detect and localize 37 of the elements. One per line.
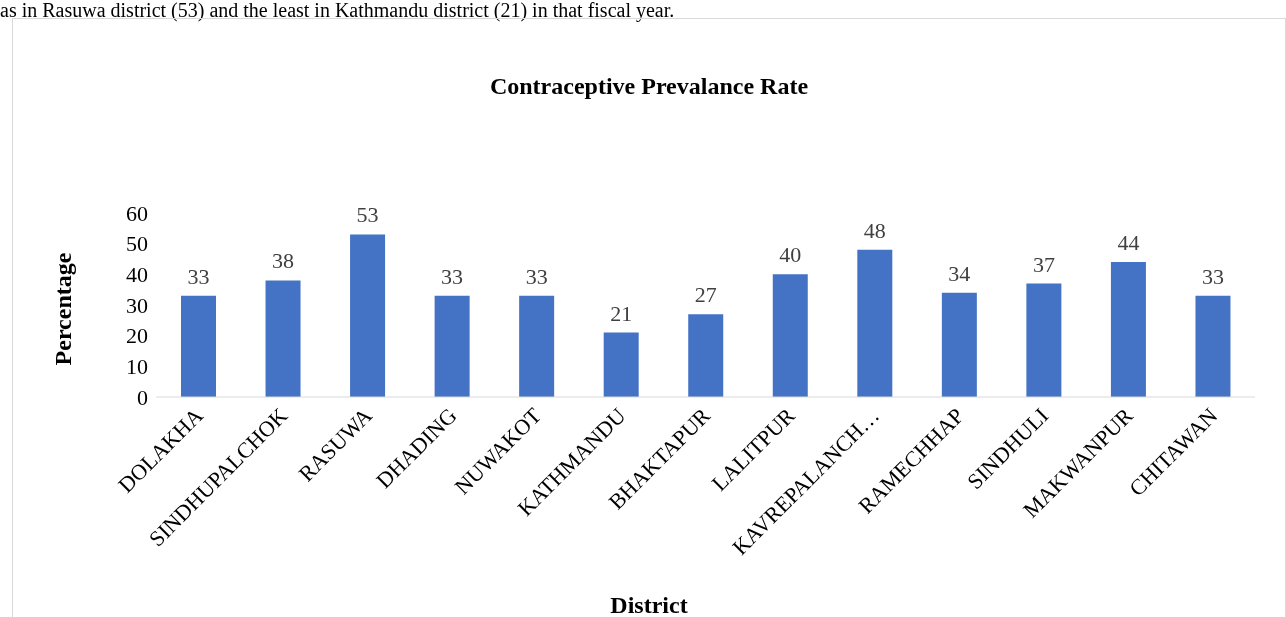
bar xyxy=(941,292,977,397)
bar xyxy=(265,280,301,397)
y-tick-label: 0 xyxy=(137,384,148,410)
bar xyxy=(603,332,639,397)
x-axis-title: District xyxy=(609,592,689,617)
data-label: 27 xyxy=(694,282,717,308)
data-label: 53 xyxy=(356,202,379,228)
data-label: 33 xyxy=(441,263,464,289)
data-label: 33 xyxy=(525,263,548,289)
data-label: 38 xyxy=(272,248,295,274)
y-axis-title: Percentage xyxy=(49,252,77,366)
y-tick-label: 50 xyxy=(126,231,148,257)
data-label: 33 xyxy=(187,263,210,289)
y-tick-label: 40 xyxy=(126,262,148,288)
bar xyxy=(1195,295,1231,397)
y-tick-label: 30 xyxy=(126,292,148,318)
chart-title: Contraceptive Prevalance Rate xyxy=(488,73,810,100)
bar xyxy=(772,274,808,397)
y-tick-label: 20 xyxy=(126,323,148,349)
bar xyxy=(350,234,386,397)
text: as in Rasuwa district (53) and the least in Kathmandu district (21) in that fiscal year. xyxy=(0,0,675,21)
data-label: 33 xyxy=(1201,263,1224,289)
y-tick-label: 60 xyxy=(126,200,148,226)
data-label: 48 xyxy=(863,217,886,243)
y-tick-label: 10 xyxy=(126,354,148,380)
data-label: 37 xyxy=(1032,251,1055,277)
data-label: 21 xyxy=(610,300,633,326)
bar xyxy=(1026,283,1062,397)
data-label: 44 xyxy=(1117,230,1140,256)
bar xyxy=(688,314,724,397)
data-label: 40 xyxy=(779,242,802,268)
bar xyxy=(857,249,893,397)
bar xyxy=(434,295,470,397)
bar xyxy=(1110,262,1146,397)
data-label: 34 xyxy=(948,260,971,286)
bar xyxy=(519,295,555,397)
bar xyxy=(181,295,216,397)
